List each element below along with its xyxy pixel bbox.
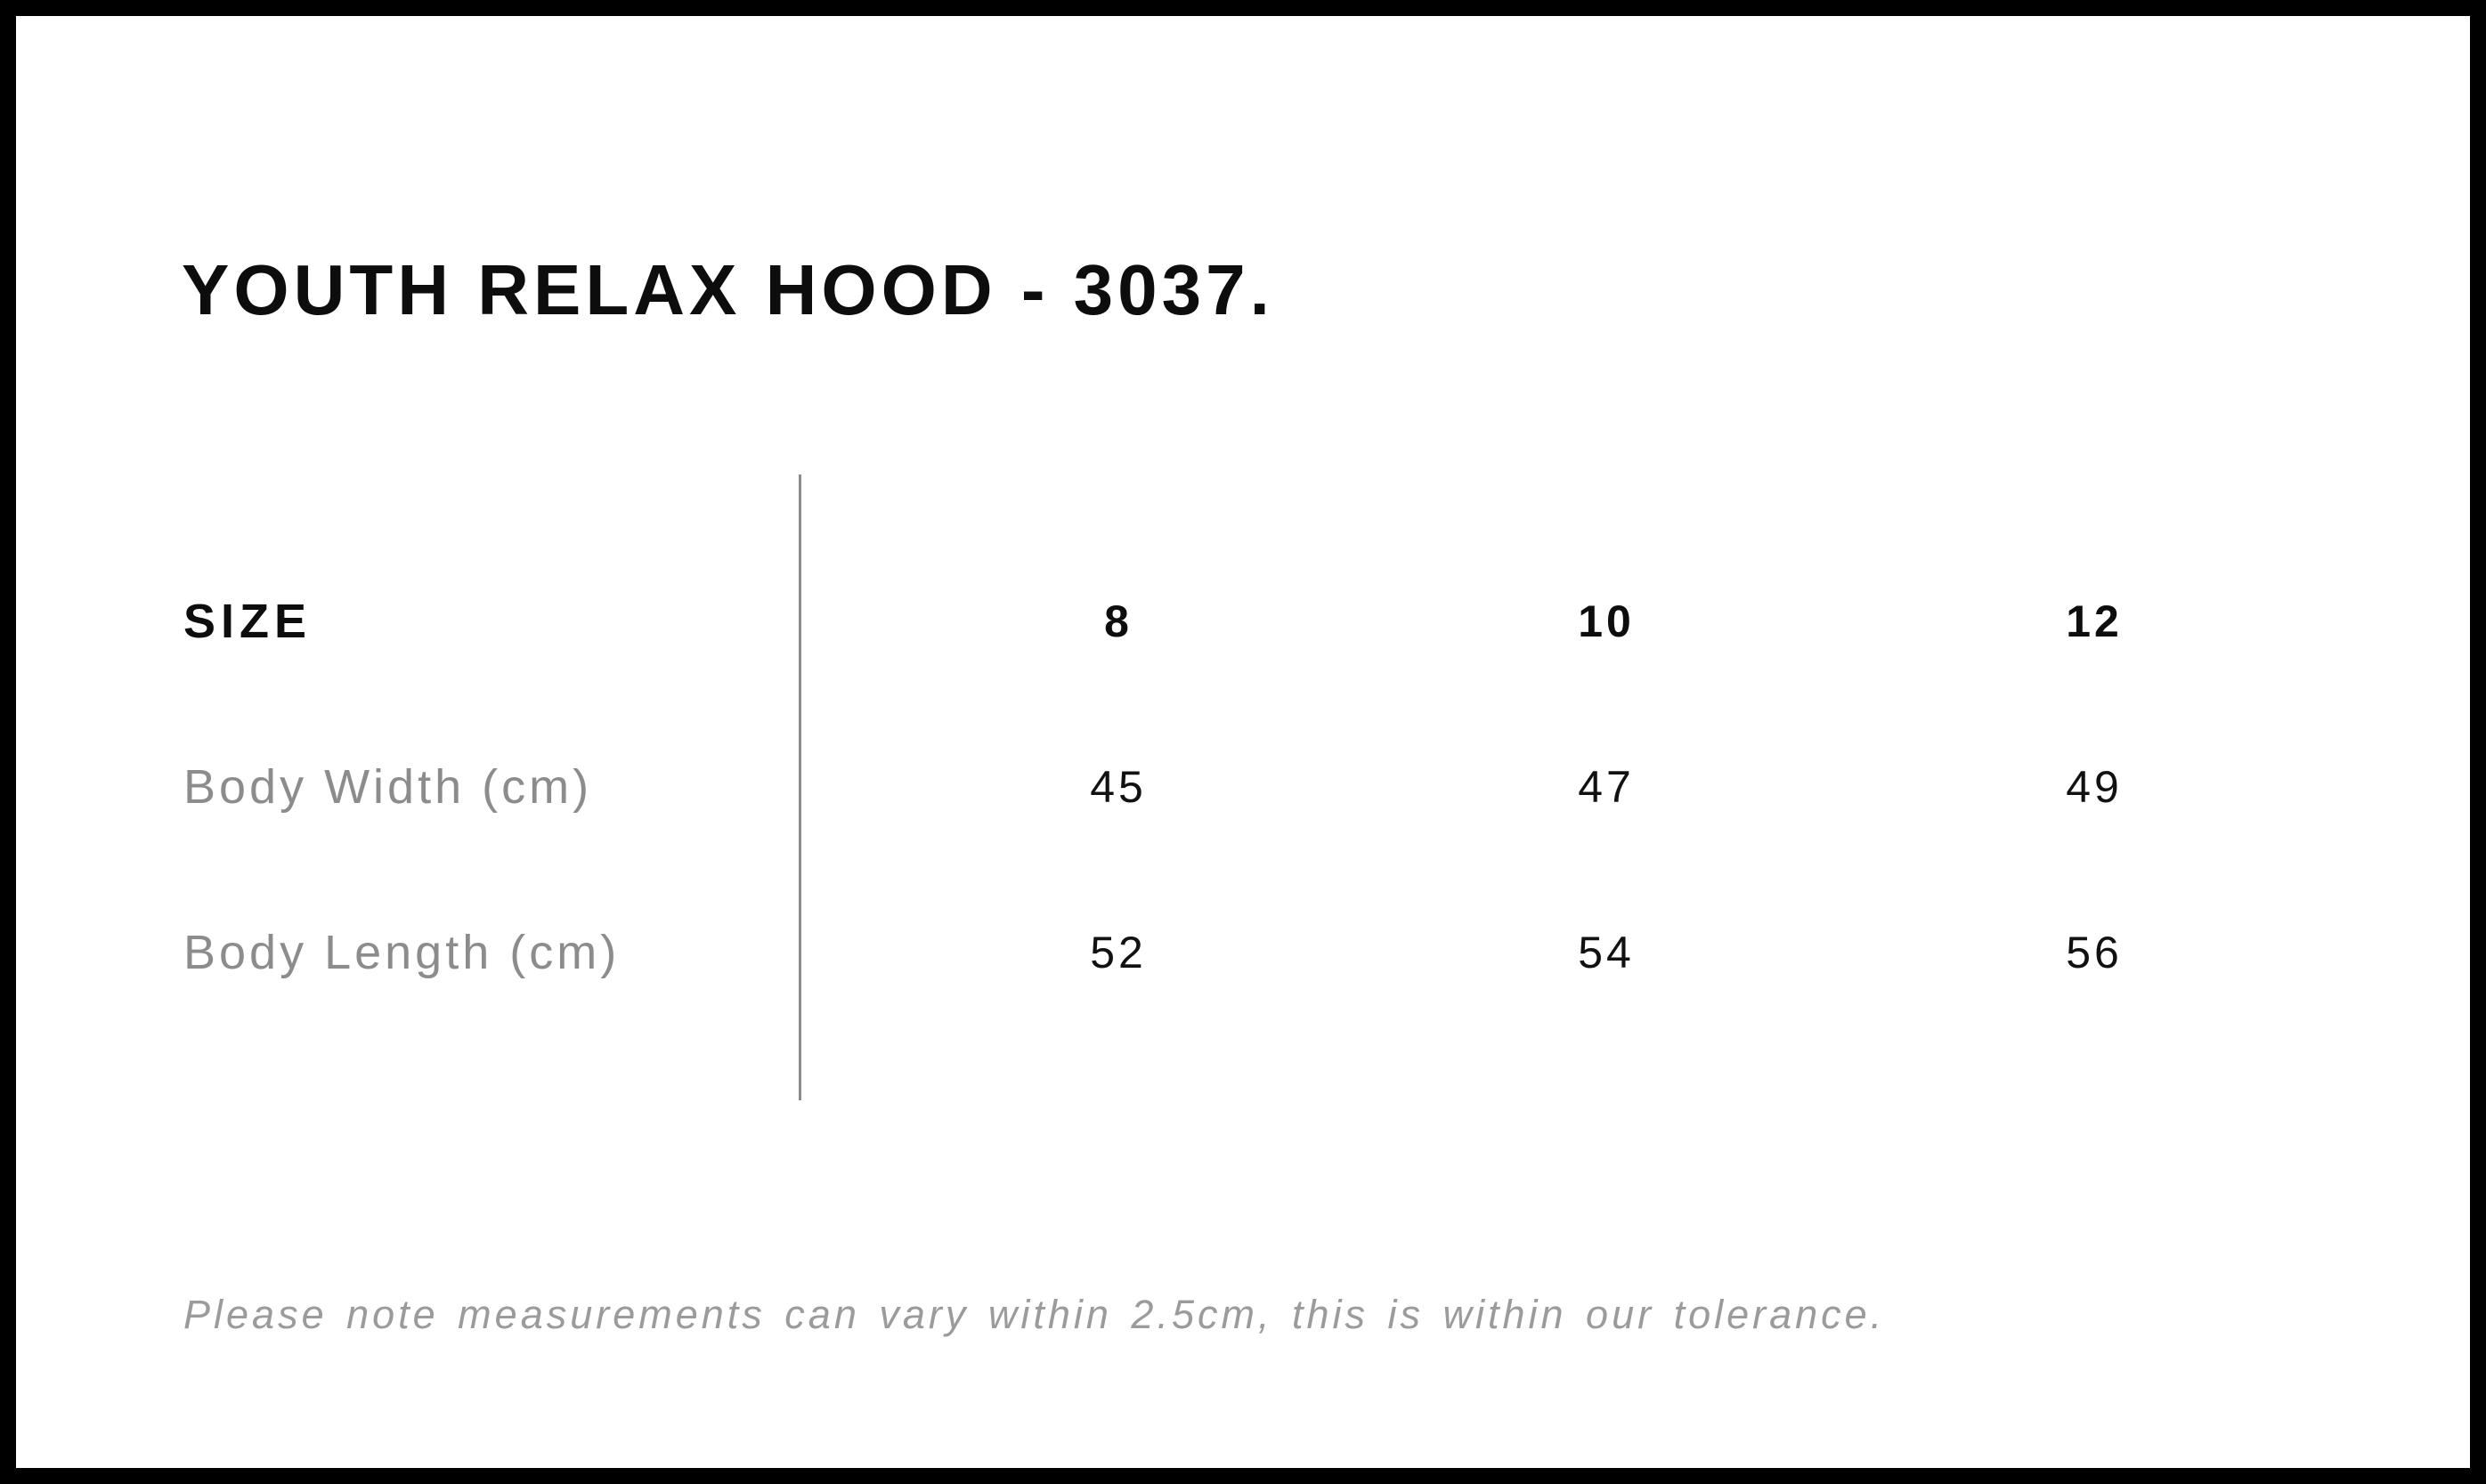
table-row-body-length: Body Length (cm) 52 54 56	[183, 870, 2338, 1035]
size-column-10: 10	[1578, 596, 1635, 646]
table-header-row: SIZE 8 10 12	[183, 539, 2338, 704]
size-column-8: 8	[1104, 596, 1133, 646]
table-row-body-width: Body Width (cm) 45 47 49	[183, 704, 2338, 870]
product-title: YOUTH RELAX HOOD - 3037.	[182, 249, 1274, 329]
size-column-12: 12	[2066, 596, 2123, 646]
row-label-body-width: Body Width (cm)	[183, 760, 593, 814]
body-length-size-10: 54	[1578, 928, 1635, 977]
body-length-size-8: 52	[1090, 928, 1147, 977]
tolerance-note: Please note measurements can vary within…	[183, 1292, 1886, 1337]
body-width-size-8: 45	[1090, 762, 1147, 812]
body-width-size-12: 49	[2066, 762, 2123, 812]
column-divider-line	[799, 474, 801, 1100]
row-label-body-length: Body Length (cm)	[183, 926, 621, 979]
body-width-size-10: 47	[1578, 762, 1635, 812]
size-header-label: SIZE	[183, 595, 313, 648]
body-length-size-12: 56	[2066, 928, 2123, 977]
size-chart-table: SIZE 8 10 12 Body Width (cm) 45 47 49 Bo…	[183, 539, 2338, 1035]
